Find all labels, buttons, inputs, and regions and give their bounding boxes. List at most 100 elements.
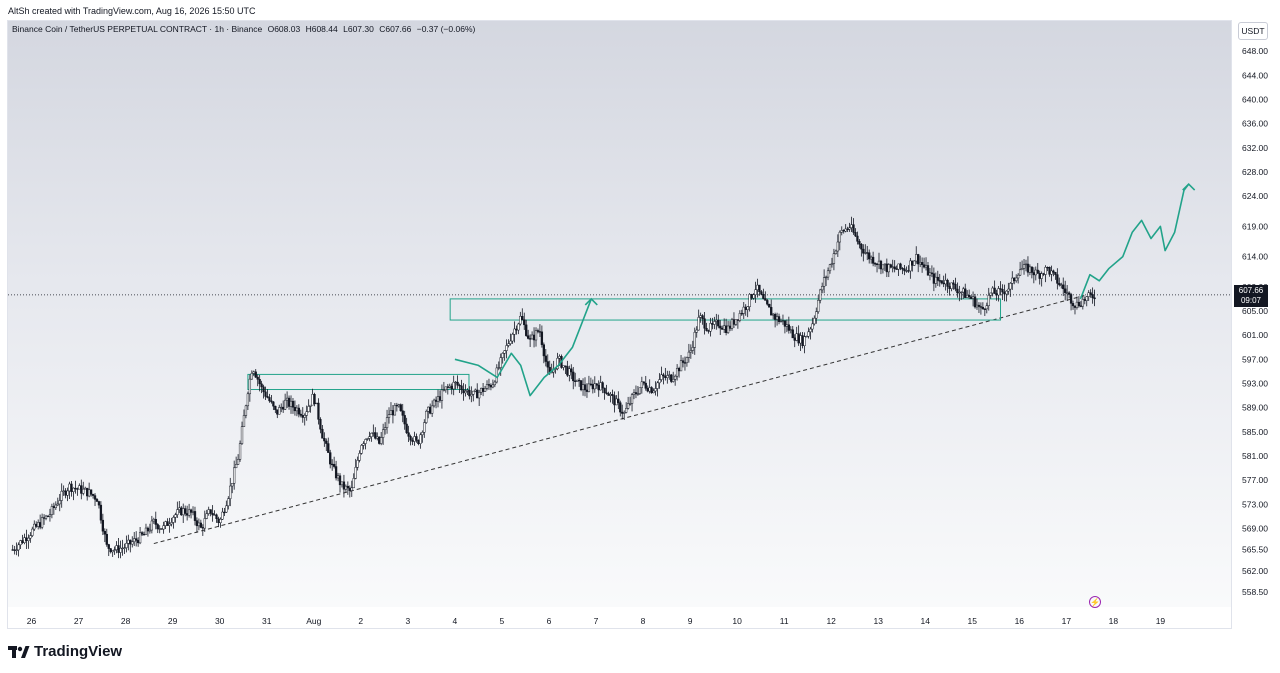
candle-body: [215, 514, 218, 520]
x-tick-label: 19: [1156, 616, 1166, 626]
candle-body: [728, 325, 732, 329]
candle-body: [752, 294, 755, 299]
candle-body: [138, 532, 142, 544]
candle-body: [662, 374, 665, 377]
candle-body: [860, 243, 863, 250]
candle-body: [256, 376, 259, 380]
candle-body: [89, 489, 93, 495]
candle-body: [301, 415, 304, 418]
candle-body: [523, 319, 526, 326]
candle-body: [244, 405, 248, 416]
candle-body: [348, 487, 351, 491]
candle-body: [646, 388, 649, 392]
candle-body: [129, 539, 132, 545]
candle-body: [981, 306, 985, 310]
candle-body: [201, 527, 204, 529]
y-tick-label: 581.00: [1242, 451, 1268, 461]
candle-body: [136, 540, 140, 544]
candle-body: [121, 547, 124, 550]
candle-body: [997, 288, 1000, 296]
currency-button[interactable]: USDT: [1238, 22, 1268, 40]
candle-body: [260, 383, 263, 388]
ohlc-open: O608.03: [267, 24, 301, 34]
candle-body: [1081, 299, 1084, 307]
y-tick-label: 601.00: [1242, 330, 1268, 340]
candle-body: [1040, 273, 1043, 279]
candle-body: [868, 252, 871, 260]
y-tick-label: 640.00: [1242, 95, 1268, 105]
projection-arrowhead: [1182, 182, 1196, 191]
candle-body: [583, 384, 587, 391]
candle-body: [131, 541, 134, 545]
candle-body: [589, 383, 593, 385]
candle-body: [242, 415, 246, 427]
candle-body: [119, 547, 122, 553]
candle-body: [693, 331, 696, 348]
candle-body: [658, 379, 661, 384]
last-price: 607.66: [1238, 286, 1264, 295]
candle-body: [144, 527, 148, 535]
x-tick-label: 14: [921, 616, 931, 626]
candle-body: [38, 522, 42, 528]
candle-body: [715, 319, 718, 322]
candle-body: [497, 367, 500, 369]
candle-body: [432, 399, 436, 407]
candle-body: [476, 389, 479, 399]
candle-body: [515, 328, 518, 331]
candle-body: [350, 487, 353, 491]
candle-body: [758, 284, 761, 292]
candle-body: [468, 390, 471, 397]
x-tick-label: 6: [547, 616, 552, 626]
candle-body: [903, 268, 906, 272]
candle-body: [950, 282, 953, 289]
candle-body: [897, 263, 900, 270]
candle-body: [397, 404, 400, 407]
candle-body: [109, 548, 112, 553]
candle-body: [660, 374, 663, 380]
candle-body: [960, 291, 963, 294]
candle-body: [513, 328, 516, 335]
candle-body: [1077, 301, 1081, 307]
candle-body: [566, 366, 569, 376]
brand-name: TradingView: [34, 643, 123, 660]
candle-body: [376, 436, 379, 439]
candle-body: [66, 490, 69, 496]
candle-body: [107, 544, 110, 549]
candle-body: [48, 514, 52, 517]
plot-area[interactable]: [8, 21, 1231, 607]
candle-body: [528, 338, 532, 340]
candle-body: [726, 325, 730, 333]
candle-body: [458, 384, 461, 387]
candle-body: [258, 379, 261, 385]
candle-body: [417, 440, 420, 444]
tradingview-logo[interactable]: TradingView: [8, 643, 122, 660]
candle-body: [703, 318, 706, 329]
x-tick-label: 10: [732, 616, 742, 626]
candle-body: [605, 392, 608, 394]
candle-body: [534, 330, 538, 341]
candle-body: [922, 264, 926, 268]
x-tick-label: 18: [1109, 616, 1119, 626]
candle-body: [717, 319, 720, 327]
candle-body: [52, 506, 56, 508]
candle-body: [779, 320, 783, 323]
candle-body: [91, 494, 95, 496]
candle-body: [336, 475, 340, 479]
x-tick-label: 5: [500, 616, 505, 626]
y-tick-label: 593.00: [1242, 378, 1268, 388]
flash-icon[interactable]: ⚡: [1089, 596, 1101, 608]
candle-body: [1015, 277, 1018, 282]
candle-body: [254, 371, 257, 378]
candle-body: [60, 490, 63, 501]
candle-body: [385, 417, 389, 428]
candle-body: [621, 411, 624, 414]
candle-body: [948, 286, 951, 289]
candle-body: [862, 248, 865, 254]
candle-body: [309, 404, 312, 407]
candle-body: [574, 380, 577, 382]
candle-body: [233, 467, 236, 484]
candle-body: [756, 284, 759, 290]
x-tick-label: 12: [826, 616, 836, 626]
candle-body: [1036, 269, 1039, 274]
